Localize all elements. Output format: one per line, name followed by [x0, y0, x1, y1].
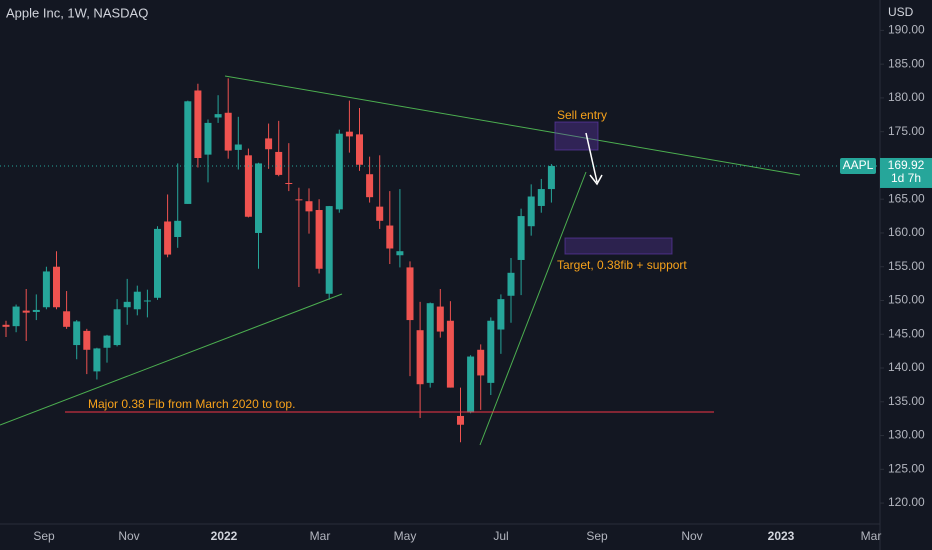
- y-tick-label: 130.00: [888, 428, 925, 442]
- x-tick-label: Nov: [681, 529, 702, 543]
- y-tick-label: 140.00: [888, 360, 925, 374]
- candle-body: [446, 320, 454, 388]
- candle-body: [275, 151, 283, 175]
- x-tick-label: May: [394, 529, 417, 543]
- candle-body: [487, 320, 495, 383]
- candles: [2, 78, 555, 443]
- candle-body: [325, 206, 333, 294]
- candle-body: [265, 138, 273, 150]
- y-tick-label: 125.00: [888, 461, 925, 475]
- candle-body: [22, 310, 30, 313]
- candle-body: [133, 291, 141, 310]
- x-tick-label: 2022: [211, 529, 238, 543]
- x-tick-label: Mar: [861, 529, 882, 543]
- candle-body: [224, 112, 232, 151]
- candle-body: [2, 324, 10, 327]
- candle-body: [184, 101, 192, 204]
- candle-body: [32, 309, 40, 312]
- price-tag-bg: [880, 157, 932, 188]
- candle-body: [244, 155, 252, 217]
- candle-body: [234, 144, 242, 150]
- y-tick-label: 120.00: [888, 495, 925, 509]
- candle-body: [356, 134, 363, 165]
- y-tick-label: 190.00: [888, 23, 925, 37]
- candle-body: [406, 267, 414, 321]
- y-tick-label: 165.00: [888, 191, 925, 205]
- candle-body: [214, 114, 222, 118]
- fib-note: Major 0.38 Fib from March 2020 to top.: [88, 397, 295, 411]
- candle-body: [507, 272, 515, 296]
- sell-note: Sell entry: [557, 108, 607, 122]
- x-tick-label: Sep: [586, 529, 608, 543]
- candle-body: [285, 182, 293, 184]
- candle-body: [547, 165, 555, 190]
- candle-body: [537, 189, 545, 206]
- support-trendline: [0, 293, 343, 426]
- candle-body: [315, 210, 323, 269]
- candle-body: [103, 335, 111, 348]
- y-tick-label: 175.00: [888, 124, 925, 138]
- y-tick-label: 135.00: [888, 394, 925, 408]
- y-tick-label: 185.00: [888, 56, 925, 70]
- candle-body: [497, 299, 505, 330]
- candle-body: [457, 415, 464, 425]
- countdown: 1d 7h: [891, 171, 921, 185]
- candle-body: [194, 90, 202, 159]
- candle-body: [335, 133, 343, 210]
- price-tag: 169.92: [888, 158, 925, 172]
- candle-body: [295, 199, 303, 201]
- candle-body: [143, 300, 151, 302]
- candle-body: [416, 330, 424, 385]
- candle-body: [396, 251, 404, 256]
- y-tick-label: 160.00: [888, 225, 925, 239]
- candle-body: [436, 306, 444, 332]
- sell-zone: [554, 121, 599, 151]
- x-tick-label: Jul: [493, 529, 508, 543]
- candle-body: [255, 163, 262, 233]
- candle-body: [517, 216, 525, 260]
- candle-body: [42, 271, 50, 308]
- candle-body: [53, 266, 60, 308]
- candle-body: [305, 201, 313, 212]
- candle-body: [426, 303, 434, 383]
- candle-body: [73, 321, 81, 346]
- rising-trendline: [479, 171, 587, 446]
- candle-body: [345, 131, 353, 137]
- candle-body: [12, 306, 20, 327]
- candle-body: [477, 349, 485, 376]
- resistance-trendline: [224, 75, 801, 176]
- currency: USD: [888, 5, 914, 19]
- y-tick-label: 150.00: [888, 293, 925, 307]
- arrow-shaft: [585, 132, 598, 183]
- candle-body: [113, 309, 121, 346]
- x-tick-label: Mar: [310, 529, 331, 543]
- x-tick-label: Sep: [33, 529, 55, 543]
- candle-body: [123, 301, 131, 308]
- y-tick-label: 180.00: [888, 90, 925, 104]
- candle-body: [376, 206, 384, 221]
- candle-body: [93, 348, 101, 372]
- candle-body: [527, 196, 535, 227]
- candle-body: [386, 225, 394, 249]
- y-tick-label: 145.00: [888, 326, 925, 340]
- candle-body: [83, 330, 91, 350]
- target-zone: [564, 237, 673, 255]
- candle-body: [154, 228, 161, 298]
- y-tick-label: 155.00: [888, 259, 925, 273]
- arrow-head: [589, 174, 603, 186]
- candle-body: [467, 356, 475, 413]
- symbol-tag: AAPL: [843, 158, 874, 172]
- candle-body: [63, 311, 71, 327]
- x-tick-label: 2023: [768, 529, 795, 543]
- chart-title: Apple Inc, 1W, NASDAQ: [6, 5, 148, 20]
- symbol-tag-bg: [840, 157, 876, 174]
- x-tick-label: Nov: [118, 529, 139, 543]
- candle-body: [174, 220, 182, 238]
- candle-body: [366, 174, 374, 198]
- candle-body: [164, 221, 172, 255]
- candle-body: [204, 122, 212, 155]
- target-note: Target, 0.38fib + support: [557, 258, 687, 272]
